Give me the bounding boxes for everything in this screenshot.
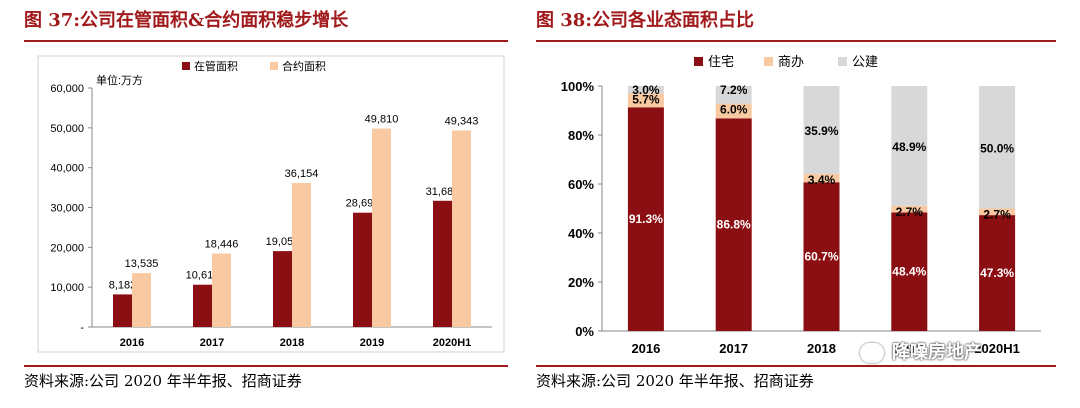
right-bar-value-label: 35.9% [804,124,838,138]
right-source-note: 资料来源:公司 2020 年半年报、招商证券 [536,372,814,390]
right-chart-svg: 0% 20% 40% 60% 80% 100% 住宅 商办 公建 91.3% 5.7%3.0% 201… [561,54,1041,356]
right-x-tick-label: 2019 [895,341,924,356]
right-bar-segment-residential [891,212,928,331]
right-bar-segment-residential [803,182,840,331]
left-bar-value-label: 49,343 [445,115,479,127]
left-x-tick-label: 2018 [280,337,304,349]
left-unit-label: 单位:万方 [96,73,143,87]
right-y-tick-label: 80% [568,128,594,143]
wechat-icon [860,343,884,363]
left-y-tick-label: 10,000 [50,282,84,294]
left-bar-contracted [372,128,391,327]
right-bar-value-label: 3.0% [632,83,660,97]
left-bar-managed [353,212,372,327]
watermark-text: 降噪房地产 [892,342,982,363]
right-bar-segment-public [979,86,1016,209]
right-bar-value-label: 47.3% [980,266,1014,280]
left-y-tick-label: - [80,322,84,334]
right-y-tick-label: 40% [568,226,594,241]
left-x-tick-label: 2020H1 [433,337,472,349]
right-legend-swatch [838,57,847,66]
right-figure-title: 图 38:公司各业态面积占比 [536,10,754,31]
right-y-tick-label: 20% [568,275,594,290]
left-legend-swatch [270,62,278,70]
right-bar-value-label: 50.0% [980,141,1014,155]
left-figure-title: 图 37:公司在管面积&合约面积稳步增长 [24,10,349,31]
right-bar-segment-public [803,86,840,174]
left-x-tick-label: 2019 [360,337,384,349]
right-y-tick-label: 0% [575,324,594,339]
left-source-note: 资料来源:公司 2020 年半年报、招商证券 [24,372,302,390]
right-bar-value-label: 3.4% [808,173,836,187]
left-bar-managed [113,294,132,327]
left-bar-contracted [292,182,311,327]
left-bar-value-label: 13,535 [125,258,159,270]
left-chart: - 10,000 20,000 30,000 40,000 50,000 60,000 单位:… [24,54,508,358]
left-y-tick-label: 20,000 [50,242,84,254]
left-y-tick-label: 60,000 [50,83,84,95]
right-bar-value-label: 2.7% [896,205,924,219]
left-legend-swatch [182,62,190,70]
right-bar-value-label: 2.7% [983,208,1011,222]
right-x-tick-label: 2018 [807,341,836,356]
right-bar-segment-residential [715,118,752,331]
right-y-tick-label: 100% [561,79,595,94]
right-bottom-rule [536,365,1056,367]
right-chart: 0% 20% 40% 60% 80% 100% 住宅 商办 公建 91.3% 5.7% 3.0% 201… [536,48,1056,368]
right-y-tick-label: 60% [568,177,594,192]
left-bar-contracted [132,273,151,327]
left-y-tick-label: 50,000 [50,123,84,135]
right-bar-segment-office [979,208,1016,216]
right-bar-segment-office [715,103,752,119]
left-bar-value-label: 36,154 [285,168,319,180]
right-bar-value-label: 91.3% [629,212,663,226]
left-bar-value-label: 31,684 [426,186,460,198]
right-bar-value-label: 60.7% [804,250,838,264]
left-bar-value-label: 10,618 [186,270,220,282]
right-bar-segment-public [891,86,928,206]
left-x-tick-label: 2016 [120,337,144,349]
left-title-rule [24,40,508,42]
right-bar-value-label: 6.0% [720,103,748,117]
left-y-tick-label: 30,000 [50,203,84,215]
left-bar-value-label: 19,052 [266,236,300,248]
right-x-tick-label: 2020H1 [974,341,1020,356]
right-legend-label: 公建 [852,54,878,69]
right-legend-swatch [694,57,703,66]
left-bottom-rule [24,365,508,367]
left-x-tick-label: 2017 [200,337,224,349]
right-x-tick-label: 2016 [631,341,660,356]
right-x-tick-label: 2017 [719,341,748,356]
right-legend-label: 商办 [778,54,804,69]
left-bar-managed [193,284,212,327]
left-legend-label: 合约面积 [282,59,326,73]
right-bar-segment-residential [627,107,664,331]
right-title-rule [536,40,1056,42]
right-bar-value-label: 86.8% [717,218,751,232]
left-legend-label: 在管面积 [194,59,238,73]
right-legend-label: 住宅 [708,54,734,69]
left-bar-contracted [212,253,231,327]
right-bar-segment-public [715,86,752,104]
right-bar-value-label: 7.2% [720,83,748,97]
right-bar-value-label: 5.7% [632,92,660,106]
right-bar-segment-office [803,173,840,183]
right-bar-value-label: 48.4% [892,265,926,279]
left-bar-managed [433,200,452,327]
right-bar-segment-public [627,86,664,94]
left-bar-value-label: 18,446 [205,239,239,251]
left-bar-managed [273,251,292,327]
watermark: 降噪房地产 [860,338,982,364]
right-bar-segment-residential [979,215,1016,331]
right-legend-swatch [764,57,773,66]
left-bar-contracted [452,130,471,327]
right-bar-segment-office [627,93,664,108]
right-bar-value-label: 48.9% [892,140,926,154]
right-bar-segment-office [891,205,928,213]
left-chart-svg: - 10,000 20,000 30,000 40,000 50,000 60,000 单位:… [37,55,505,353]
left-bar-value-label: 28,695 [346,198,380,210]
left-bar-value-label: 49,810 [365,114,399,126]
left-y-tick-label: 40,000 [50,163,84,175]
left-bar-value-label: 8,182 [109,279,137,291]
